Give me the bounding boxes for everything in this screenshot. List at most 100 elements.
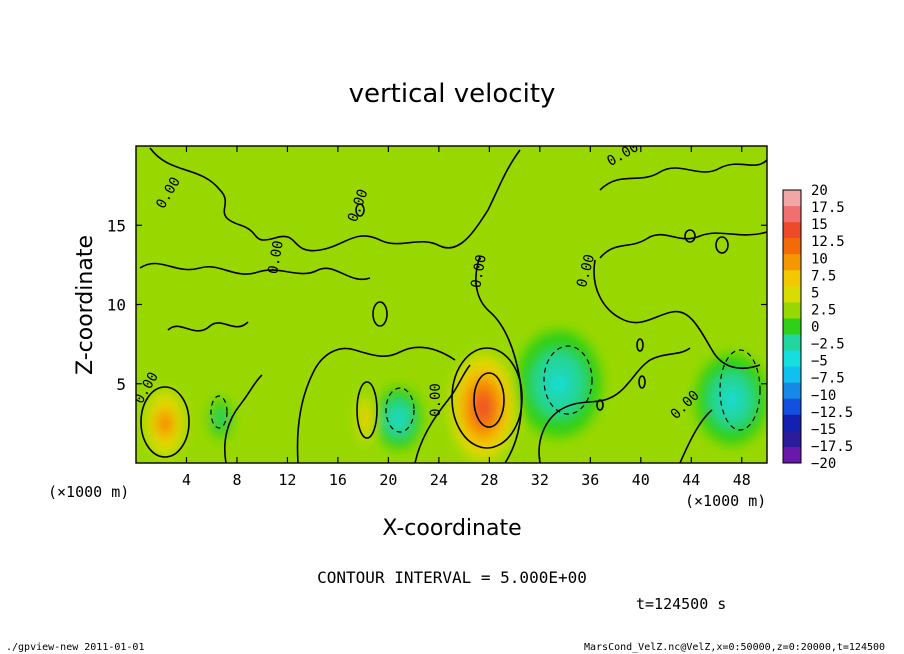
colorbar-label: 10 bbox=[811, 251, 828, 267]
velocity-cell-6 bbox=[695, 354, 767, 445]
positive-contour bbox=[451, 347, 523, 449]
velocity-fill bbox=[724, 390, 739, 409]
velocity-cell-0 bbox=[145, 390, 185, 457]
y-tick-label: 5 bbox=[116, 375, 126, 394]
zero-contour bbox=[599, 231, 767, 259]
velocity-cell-3 bbox=[205, 391, 236, 446]
positive-contour bbox=[140, 386, 190, 458]
zero-contour bbox=[593, 259, 761, 369]
colorbar-swatch bbox=[783, 302, 801, 319]
x-tick-label: 20 bbox=[379, 471, 397, 489]
contour-label: 0.00 bbox=[428, 383, 444, 417]
colorbar-swatch bbox=[783, 254, 801, 271]
colorbar-swatch bbox=[783, 446, 801, 464]
y-tick-label: 10 bbox=[107, 296, 126, 315]
colorbar-label: 7.5 bbox=[811, 268, 836, 284]
velocity-cell-4 bbox=[375, 387, 422, 450]
x-tick-label: 28 bbox=[480, 471, 498, 489]
colorbar-swatch bbox=[783, 334, 801, 351]
negative-contour bbox=[543, 345, 593, 415]
colorbar-label: −15 bbox=[811, 422, 836, 438]
colorbar-label: −7.5 bbox=[811, 371, 845, 387]
colorbar-label: −17.5 bbox=[811, 439, 853, 455]
zero-contour bbox=[224, 374, 263, 463]
zero-contour bbox=[596, 399, 604, 411]
colorbar-swatch bbox=[783, 414, 801, 432]
colorbar-swatch bbox=[783, 270, 801, 287]
zero-contour bbox=[715, 236, 729, 254]
x-tick-label: 36 bbox=[581, 471, 599, 489]
negative-contour bbox=[719, 349, 761, 431]
colorbar-swatch bbox=[783, 222, 801, 239]
colorbar-label: 0 bbox=[811, 320, 819, 336]
velocity-fill bbox=[217, 413, 224, 424]
colorbar-label: 15 bbox=[811, 217, 828, 233]
velocity-fill bbox=[476, 396, 490, 419]
colorbar-swatch bbox=[783, 398, 801, 416]
colorbar-label: −2.5 bbox=[811, 337, 845, 353]
colorbar-label: 5 bbox=[811, 285, 819, 301]
colorbar-frame bbox=[782, 189, 802, 464]
contour-interval-text: CONTOUR INTERVAL = 5.000E+00 bbox=[317, 568, 587, 587]
x-tick-label: 40 bbox=[632, 471, 650, 489]
zero-contour bbox=[355, 203, 365, 217]
zero-contour bbox=[414, 364, 471, 463]
x-axis-label: X-coordinate bbox=[382, 516, 521, 541]
velocity-fill bbox=[550, 373, 568, 395]
velocity-fill bbox=[393, 412, 404, 425]
zero-contour bbox=[167, 321, 249, 332]
zero-contour bbox=[684, 229, 696, 243]
colorbar-label: −20 bbox=[811, 456, 836, 472]
contour-label: 0.00 bbox=[468, 253, 490, 289]
y-tick-label: 15 bbox=[107, 216, 126, 235]
colorbar-swatch bbox=[783, 382, 801, 400]
zero-contour bbox=[475, 255, 523, 463]
colorbar-swatch bbox=[783, 318, 801, 335]
zero-contour bbox=[149, 147, 521, 252]
colorbar-label: −10 bbox=[811, 388, 836, 404]
zero-contour bbox=[538, 347, 691, 463]
contour-label: 0.00 bbox=[265, 239, 287, 275]
zero-contour bbox=[636, 338, 644, 352]
chart-title: vertical velocity bbox=[349, 79, 556, 109]
zero-contour bbox=[296, 346, 456, 463]
y-axis-unit: (×1000 m) bbox=[48, 483, 129, 501]
zero-contour bbox=[372, 301, 388, 327]
colorbar-label: 2.5 bbox=[811, 302, 836, 318]
colorbar-swatch bbox=[783, 238, 801, 255]
colorbar-swatch bbox=[783, 190, 801, 207]
colorbar-label: 20 bbox=[811, 183, 828, 199]
x-tick-label: 16 bbox=[329, 471, 347, 489]
colorbar-swatch bbox=[783, 206, 801, 223]
negative-contour bbox=[210, 395, 228, 429]
negative-contour bbox=[385, 387, 415, 433]
x-tick-label: 48 bbox=[733, 471, 751, 489]
velocity-cell-1 bbox=[355, 391, 376, 446]
positive-contour bbox=[356, 381, 378, 439]
x-tick-label: 32 bbox=[531, 471, 549, 489]
zero-contour bbox=[638, 375, 646, 389]
footer-source: MarsCond_VelZ.nc@VelZ,x=0:50000,z=0:2000… bbox=[584, 642, 885, 653]
x-axis-unit: (×1000 m) bbox=[685, 492, 766, 510]
zero-contour bbox=[679, 409, 713, 463]
x-tick-label: 8 bbox=[232, 471, 241, 489]
colorbar-label: 17.5 bbox=[811, 200, 845, 216]
velocity-fill bbox=[161, 416, 169, 430]
colorbar-label: −12.5 bbox=[811, 405, 853, 421]
x-tick-label: 4 bbox=[182, 471, 191, 489]
y-axis-label: Z-coordinate bbox=[73, 235, 98, 375]
colorbar-label: 12.5 bbox=[811, 234, 845, 250]
positive-contour bbox=[473, 372, 505, 428]
velocity-cell-5 bbox=[516, 330, 602, 438]
footer-program: ./gpview-new 2011-01-01 bbox=[6, 642, 144, 653]
velocity-cell-2 bbox=[450, 353, 516, 462]
x-tick-label: 44 bbox=[682, 471, 700, 489]
colorbar-swatch bbox=[783, 350, 801, 368]
colorbar-swatch bbox=[783, 430, 801, 448]
time-text: t=124500 s bbox=[636, 595, 726, 613]
plot-area: 0.000.000.000.000.00 0.000.000.000.00 bbox=[136, 146, 767, 463]
x-tick-label: 24 bbox=[430, 471, 448, 489]
zero-contour bbox=[599, 159, 767, 191]
